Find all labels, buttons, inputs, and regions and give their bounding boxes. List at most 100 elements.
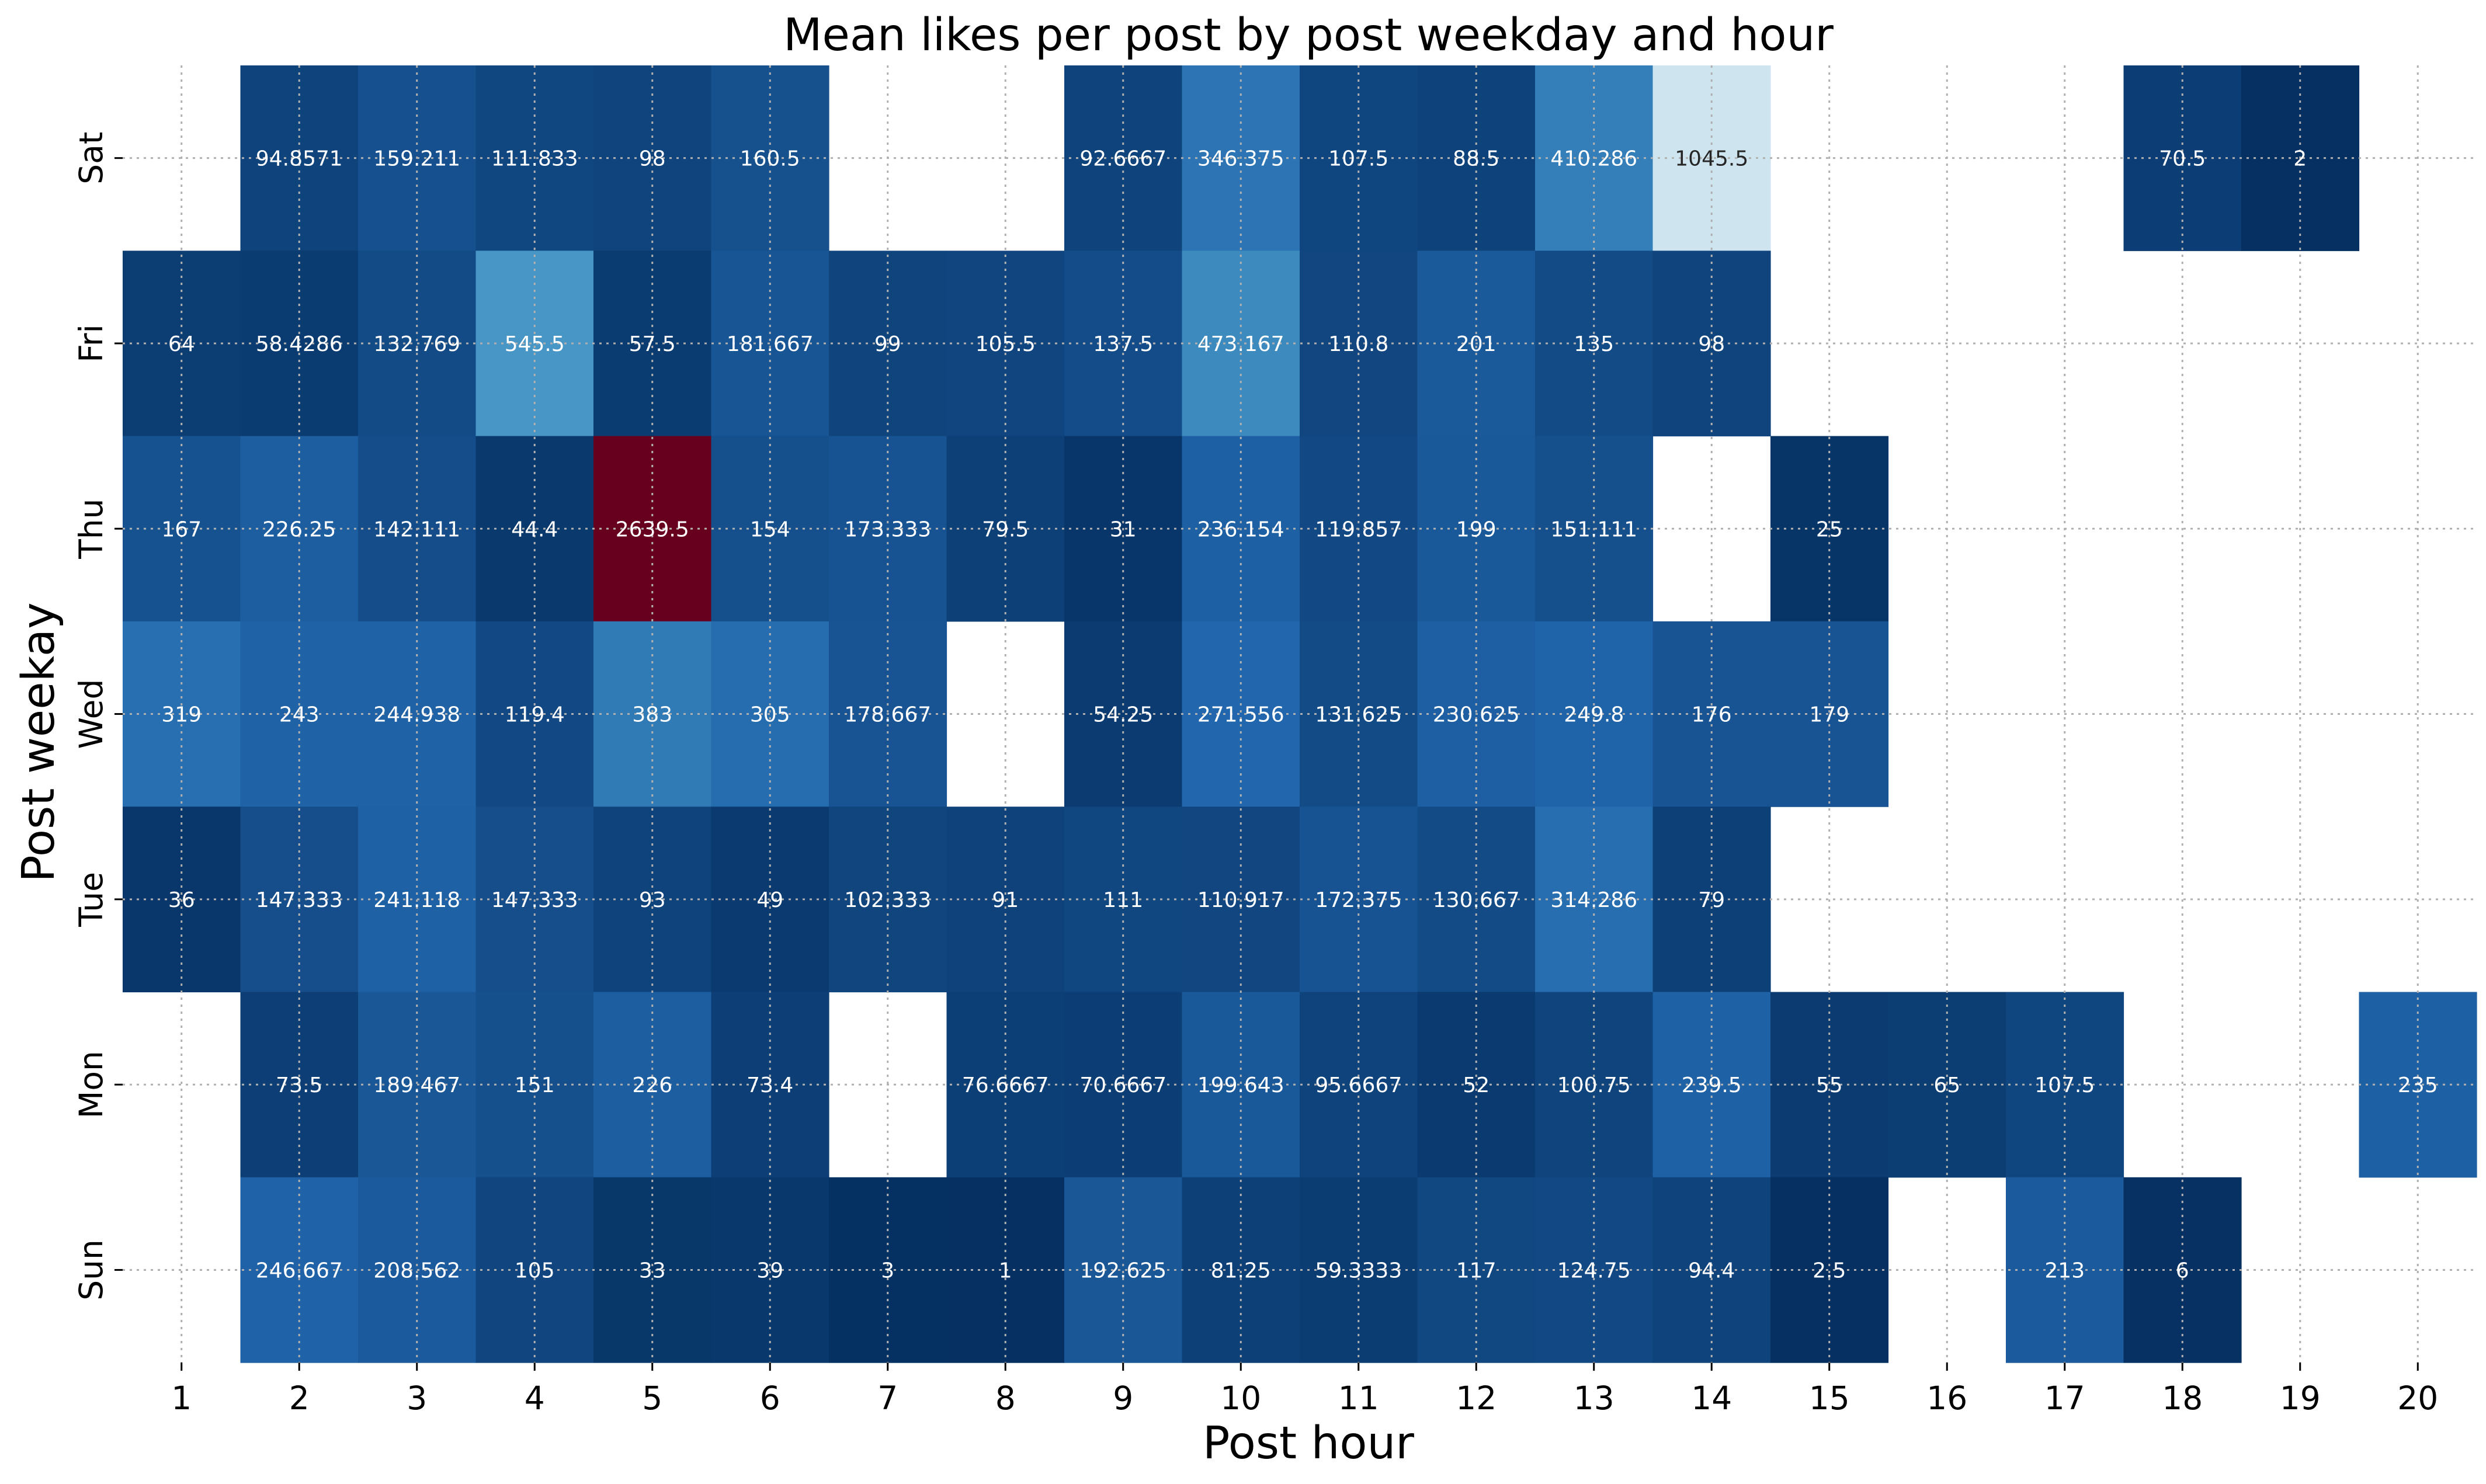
cell-value-label: 473.167 (1197, 332, 1284, 356)
cell-value-label: 2639.5 (616, 517, 689, 541)
cell-value-label: 189.467 (373, 1073, 460, 1097)
cell-value-label: 151.111 (1550, 517, 1637, 541)
cell-value-label: 410.286 (1550, 147, 1637, 171)
cell-value-label: 31 (1110, 517, 1137, 541)
cell-value-label: 178.667 (844, 703, 931, 727)
cell-value-label: 246.667 (256, 1259, 343, 1283)
cell-value-label: 208.562 (373, 1259, 460, 1283)
cell-value-label: 39 (756, 1259, 783, 1283)
y-tick-label: Wed (72, 679, 110, 749)
cell-value-label: 25 (1816, 517, 1843, 541)
x-tick-label: 5 (642, 1379, 662, 1417)
cell-value-label: 36 (168, 888, 195, 912)
x-tick-label: 3 (407, 1379, 427, 1417)
cell-value-label: 235 (2398, 1073, 2438, 1097)
x-axis-label: Post hour (1203, 1417, 1414, 1469)
heatmap-cell (711, 251, 829, 437)
cell-value-label: 33 (639, 1259, 666, 1283)
cell-value-label: 95.6667 (1315, 1073, 1402, 1097)
cell-value-label: 93 (639, 888, 666, 912)
cell-labels: 94.8571 159.211 111.833 98 160.5 92.6667 346.3… (161, 147, 2438, 1283)
x-tick-label: 14 (1691, 1379, 1732, 1417)
cell-value-label: 92.6667 (1079, 147, 1166, 171)
cell-value-label: 230.625 (1433, 703, 1520, 727)
x-tick-label: 7 (877, 1379, 898, 1417)
x-tick-label: 16 (1926, 1379, 1967, 1417)
cell-value-label: 179 (1809, 703, 1849, 727)
cell-value-label: 64 (168, 332, 195, 356)
cell-value-label: 132.769 (373, 332, 460, 356)
cell-value-label: 94.8571 (256, 147, 343, 171)
cell-value-label: 173.333 (844, 517, 931, 541)
cell-value-label: 201 (1456, 332, 1497, 356)
cell-value-label: 154 (750, 517, 790, 541)
x-tick-label: 11 (1338, 1379, 1379, 1417)
x-tick-label: 6 (760, 1379, 780, 1417)
heatmap-cell (1300, 251, 1418, 437)
cell-value-label: 236.154 (1197, 517, 1284, 541)
y-tick-label: Thu (72, 499, 110, 559)
heatmap-cell (946, 251, 1065, 437)
cell-value-label: 319 (161, 703, 202, 727)
cell-value-label: 100.75 (1557, 1073, 1631, 1097)
x-tick-label: 12 (1456, 1379, 1497, 1417)
cell-value-label: 49 (756, 888, 783, 912)
y-tick-label: Mon (72, 1051, 110, 1118)
x-tick-label: 20 (2397, 1379, 2438, 1417)
cell-value-label: 271.556 (1197, 703, 1284, 727)
cell-value-label: 241.118 (373, 888, 460, 912)
y-tick-label: Fri (72, 324, 110, 363)
cell-value-label: 119.4 (505, 703, 565, 727)
cell-value-label: 131.625 (1315, 703, 1402, 727)
cell-value-label: 102.333 (844, 888, 931, 912)
cell-value-label: 111 (1103, 888, 1143, 912)
cell-value-label: 44.4 (511, 517, 558, 541)
cell-value-label: 117 (1456, 1259, 1497, 1283)
cell-value-label: 58.4286 (256, 332, 343, 356)
cell-value-label: 137.5 (1093, 332, 1153, 356)
cell-value-label: 167 (161, 517, 202, 541)
x-tick-label: 17 (2044, 1379, 2085, 1417)
cell-value-label: 65 (1933, 1073, 1960, 1097)
cell-value-label: 192.625 (1079, 1259, 1166, 1283)
cell-value-label: 76.6667 (962, 1073, 1049, 1097)
cell-value-label: 346.375 (1197, 147, 1284, 171)
cell-value-label: 73.4 (747, 1073, 793, 1097)
cell-value-label: 6 (2176, 1259, 2189, 1283)
cell-value-label: 226 (632, 1073, 672, 1097)
x-tick-label: 2 (289, 1379, 310, 1417)
cell-value-label: 2 (2293, 147, 2307, 171)
cell-value-label: 57.5 (629, 332, 676, 356)
cell-value-label: 81.25 (1211, 1259, 1271, 1283)
cell-value-label: 94.4 (1688, 1259, 1735, 1283)
cell-value-label: 98 (1698, 332, 1725, 356)
x-tick-label: 15 (1809, 1379, 1850, 1417)
cell-value-label: 199.643 (1197, 1073, 1284, 1097)
cell-value-label: 124.75 (1557, 1259, 1631, 1283)
cell-value-label: 119.857 (1315, 517, 1402, 541)
y-tick-label: Sat (72, 132, 110, 185)
cell-value-label: 107.5 (2034, 1073, 2095, 1097)
cell-value-label: 383 (632, 703, 672, 727)
cell-value-label: 314.286 (1550, 888, 1637, 912)
x-tick-label: 18 (2162, 1379, 2203, 1417)
x-tick-label: 4 (525, 1379, 545, 1417)
x-axis-ticks: 1 2 3 4 5 6 7 8 9 10 11 12 13 14 15 16 17 18 19 20 (171, 1363, 2438, 1417)
cell-value-label: 142.111 (373, 517, 460, 541)
cell-value-label: 226.25 (262, 517, 336, 541)
x-tick-label: 1 (171, 1379, 192, 1417)
heatmap-cell (1300, 621, 1418, 807)
cell-value-label: 110.917 (1197, 888, 1284, 912)
cell-value-label: 176 (1692, 703, 1732, 727)
cell-value-label: 147.333 (491, 888, 578, 912)
cell-value-label: 79.5 (982, 517, 1029, 541)
y-tick-label: Tue (72, 872, 110, 927)
x-tick-label: 10 (1220, 1379, 1261, 1417)
cell-value-label: 110.8 (1328, 332, 1388, 356)
cell-value-label: 249.8 (1564, 703, 1624, 727)
cell-value-label: 213 (2044, 1259, 2085, 1283)
cell-value-label: 244.938 (373, 703, 460, 727)
cell-value-label: 88.5 (1453, 147, 1499, 171)
cell-value-label: 2.5 (1813, 1259, 1846, 1283)
